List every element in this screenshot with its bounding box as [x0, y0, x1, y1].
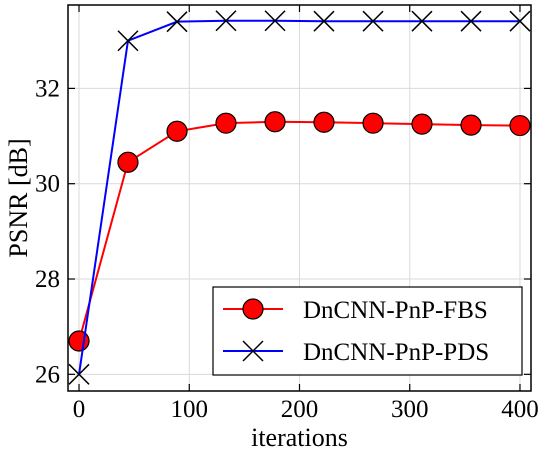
data-point-stroke-b: [264, 10, 286, 32]
data-point-stroke-b: [509, 10, 531, 32]
legend-item-0: DnCNN-PnP-FBS: [223, 297, 488, 324]
data-point: [264, 111, 286, 133]
ticks: 0 100 200 300 400 26 28 30 32: [35, 5, 539, 423]
y-tick-label: 28: [35, 266, 60, 293]
data-point: [264, 10, 286, 32]
data-point: [460, 114, 482, 136]
series-1: [68, 10, 531, 385]
data-point: [166, 120, 188, 142]
data-point: [509, 10, 531, 32]
data-point: [117, 30, 139, 52]
data-point-stroke-b: [117, 30, 139, 52]
legend-item-1: DnCNN-PnP-PDS: [223, 339, 489, 366]
data-point: [411, 113, 433, 135]
legend-marker: [242, 298, 264, 320]
data-point-stroke-b: [166, 11, 188, 33]
data-point-stroke-b: [362, 10, 384, 32]
series-line: [78, 120, 520, 342]
data-point: [68, 363, 90, 385]
data-point: [411, 10, 433, 32]
legend-label: DnCNN-PnP-PDS: [303, 339, 489, 366]
data-point-stroke-b: [68, 363, 90, 385]
data-point: [68, 330, 90, 352]
data-point: [362, 112, 384, 134]
data-point-stroke-b: [313, 10, 335, 32]
series-line: [78, 19, 520, 375]
data-point: [117, 151, 139, 173]
data-point-stroke-b: [411, 10, 433, 32]
data-point: [215, 112, 237, 134]
x-axis-label: iterations: [251, 423, 348, 452]
y-axis-label: PSNR [dB]: [4, 138, 33, 257]
data-point: [313, 111, 335, 133]
data-point-stroke-b: [215, 10, 237, 32]
series-0: [68, 111, 531, 352]
data-point: [362, 10, 384, 32]
legend-label: DnCNN-PnP-FBS: [303, 297, 488, 324]
data-point: [460, 10, 482, 32]
x-tick-label: 400: [501, 396, 539, 423]
x-tick-label: 200: [281, 396, 319, 423]
x-tick-label: 300: [391, 396, 429, 423]
legend-marker-stroke-b: [242, 340, 264, 362]
series-layer: [68, 10, 531, 385]
legend-marker: [242, 340, 264, 362]
y-tick-label: 32: [35, 75, 60, 102]
data-point: [166, 11, 188, 33]
x-tick-label: 0: [73, 396, 86, 423]
data-point: [509, 114, 531, 137]
y-tick-label: 30: [35, 171, 60, 198]
data-point-stroke-b: [460, 10, 482, 32]
data-point: [313, 10, 335, 32]
x-tick-label: 100: [171, 396, 209, 423]
legend-box: [212, 286, 523, 376]
y-tick-label: 26: [35, 361, 60, 388]
legend: DnCNN-PnP-FBS DnCNN-PnP-PDS: [212, 286, 523, 376]
data-point: [215, 10, 237, 32]
